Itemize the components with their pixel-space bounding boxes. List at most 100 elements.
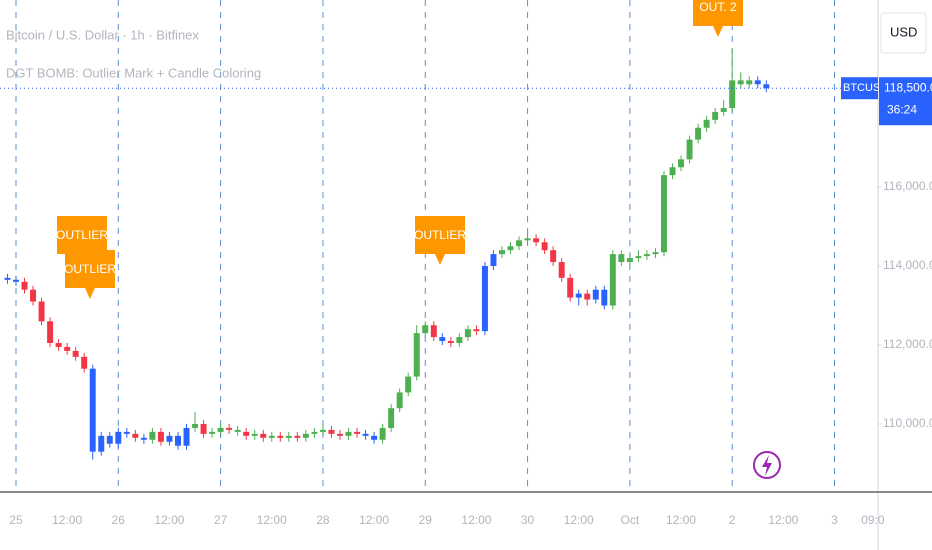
alert-bolt xyxy=(762,455,772,476)
candle-body xyxy=(55,343,62,347)
candle-body xyxy=(447,341,454,344)
candle-body xyxy=(567,277,574,298)
candle-body xyxy=(64,346,71,351)
candle-body xyxy=(405,376,412,393)
candle-body xyxy=(754,80,761,85)
outlier-label: OUT. 2 xyxy=(699,0,737,14)
candle-body xyxy=(763,84,770,89)
price-tag-countdown: 36:24 xyxy=(887,102,917,116)
y-tick-label: 110,000.0 xyxy=(883,416,932,430)
candle-body xyxy=(294,435,301,438)
outlier-label: OUTLIER xyxy=(56,228,108,242)
indicator-title: DGT BOMB: Outlier Mark + Candle Coloring xyxy=(6,65,261,80)
candle-body xyxy=(626,258,633,263)
candle-body xyxy=(277,435,284,438)
candle-body xyxy=(89,368,96,452)
candle-body xyxy=(106,435,113,444)
candle-body xyxy=(38,301,45,322)
candle-body xyxy=(302,433,309,438)
candle-body xyxy=(643,254,650,257)
x-tick-label: Oct xyxy=(621,513,640,527)
candle-body xyxy=(720,107,727,112)
outlier-bubble xyxy=(693,0,743,37)
candle-body xyxy=(507,246,514,251)
candle-body xyxy=(481,265,488,332)
currency-button[interactable] xyxy=(880,12,927,54)
price-tag-ticker-bg xyxy=(841,77,878,100)
x-tick-label: 12:00 xyxy=(564,513,594,527)
candle-body xyxy=(311,431,318,434)
candle-body xyxy=(345,431,352,436)
x-tick-label: 27 xyxy=(214,513,228,527)
candle-body xyxy=(541,242,548,251)
candle-body xyxy=(464,329,471,338)
candle-body xyxy=(575,293,582,298)
x-tick-label: 12:00 xyxy=(666,513,696,527)
candle-body xyxy=(371,435,378,440)
x-tick-label: 28 xyxy=(316,513,330,527)
candle-body xyxy=(499,250,505,255)
candle-body xyxy=(558,262,565,278)
alert-icon[interactable] xyxy=(753,451,781,479)
price-tag-price: 118,500.0 xyxy=(884,80,932,94)
candle-body xyxy=(285,435,292,438)
candle-body xyxy=(21,281,28,290)
outlier-label: OUTLIER xyxy=(64,262,116,276)
candle-body xyxy=(72,350,79,357)
x-tick-label: 29 xyxy=(419,513,433,527)
candle-body xyxy=(618,254,625,263)
outlier-annotation: OUTLIER xyxy=(64,250,116,299)
candle-body xyxy=(319,429,326,432)
candle-body xyxy=(209,431,216,434)
candle-body xyxy=(337,433,343,436)
candle-body xyxy=(140,437,147,440)
x-tick-label: 26 xyxy=(112,513,126,527)
candle-body xyxy=(362,433,369,436)
candle-body xyxy=(729,80,736,108)
x-tick-label: 12:00 xyxy=(52,513,82,527)
candle-body xyxy=(234,429,241,432)
x-tick-label: 09:0 xyxy=(861,513,885,527)
candle-body xyxy=(98,435,105,452)
candle-body xyxy=(354,431,361,434)
candle-body xyxy=(200,423,207,434)
currency[interactable]: USD xyxy=(890,24,917,39)
symbol-title: Bitcoin / U.S. Dollar · 1h · Bitfinex xyxy=(6,27,199,42)
price-tag-bg xyxy=(879,77,932,126)
candle-body xyxy=(456,337,463,344)
candle-body xyxy=(695,127,702,140)
candle-body xyxy=(328,429,335,434)
candle-body xyxy=(703,119,710,128)
x-tick-label: 3 xyxy=(831,513,838,527)
candle-body xyxy=(251,433,258,436)
candle-body xyxy=(192,423,199,428)
candle-body xyxy=(737,80,744,85)
candle-body xyxy=(132,433,139,438)
candle-body xyxy=(584,293,591,300)
candle-body xyxy=(473,329,480,332)
candle-body xyxy=(260,433,267,438)
y-tick-label: 116,000.0 xyxy=(883,179,932,193)
candle-body xyxy=(661,175,667,253)
candle-body xyxy=(601,289,608,306)
candle-body xyxy=(686,139,693,160)
candle-body xyxy=(175,435,181,446)
candle-body xyxy=(746,80,753,85)
candle-body xyxy=(592,289,599,300)
candle-body xyxy=(652,252,659,255)
candle-body xyxy=(123,431,130,434)
x-tick-label: 2 xyxy=(729,513,736,527)
x-tick-label: 25 xyxy=(9,513,23,527)
candle-body xyxy=(388,408,395,428)
candle-body xyxy=(533,238,540,243)
candle-body xyxy=(524,238,531,241)
candle-body xyxy=(712,111,719,120)
candle-body xyxy=(226,427,233,430)
y-tick-label: 114,000.0 xyxy=(883,258,932,272)
candle-body xyxy=(4,277,11,280)
candle-body xyxy=(669,167,676,176)
candle-body xyxy=(516,240,523,247)
candle-body xyxy=(268,435,275,438)
outlier-bubble xyxy=(415,216,465,265)
